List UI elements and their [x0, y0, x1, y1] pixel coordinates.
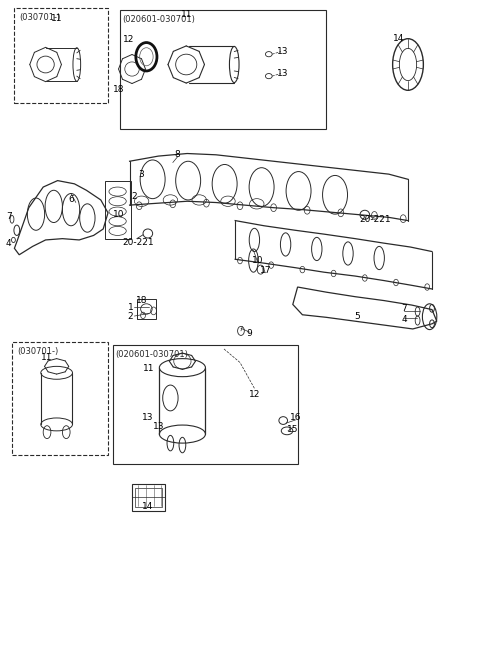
Text: 5: 5 [355, 312, 360, 321]
Text: 12: 12 [249, 390, 260, 399]
Text: 18: 18 [113, 84, 125, 94]
Text: 13: 13 [277, 69, 289, 78]
Text: 17: 17 [260, 266, 271, 275]
Text: 2: 2 [128, 312, 133, 321]
Text: 11: 11 [41, 353, 53, 362]
Text: 3: 3 [139, 170, 144, 179]
Text: 8: 8 [175, 150, 180, 159]
Bar [120, 10, 326, 129]
Bar [14, 8, 108, 103]
Text: 13: 13 [142, 413, 154, 422]
Text: 11: 11 [143, 364, 155, 373]
Text: 15: 15 [287, 425, 299, 434]
Bar [105, 181, 131, 239]
Text: 20-221: 20-221 [122, 238, 154, 247]
Text: 4: 4 [401, 315, 407, 324]
Text: 9: 9 [247, 329, 252, 338]
Text: 20-221: 20-221 [360, 215, 391, 224]
Bar [113, 345, 298, 464]
Text: (030701-): (030701-) [19, 13, 60, 22]
Text: 13: 13 [153, 422, 164, 432]
Bar [132, 484, 165, 511]
Text: 7: 7 [6, 212, 12, 221]
Text: 6: 6 [68, 195, 74, 204]
Text: 4: 4 [6, 239, 12, 248]
Text: 11: 11 [181, 10, 193, 19]
Text: 18: 18 [136, 296, 147, 305]
Text: 12: 12 [123, 35, 134, 45]
Text: 14: 14 [393, 34, 404, 43]
Text: (030701-): (030701-) [17, 347, 58, 356]
Text: 13: 13 [277, 47, 289, 56]
Text: 7: 7 [401, 304, 407, 313]
Bar [137, 299, 156, 319]
Text: 10: 10 [113, 210, 125, 219]
Text: 14: 14 [142, 502, 154, 511]
Text: (020601-030701): (020601-030701) [122, 15, 195, 24]
Bar [135, 488, 162, 507]
Text: 2: 2 [132, 192, 137, 201]
Text: 16: 16 [290, 413, 301, 422]
Bar [12, 342, 108, 455]
Text: 11: 11 [51, 14, 62, 23]
Text: 1: 1 [128, 303, 133, 312]
Text: (020601-030701): (020601-030701) [115, 350, 188, 359]
Text: 10: 10 [252, 256, 264, 265]
